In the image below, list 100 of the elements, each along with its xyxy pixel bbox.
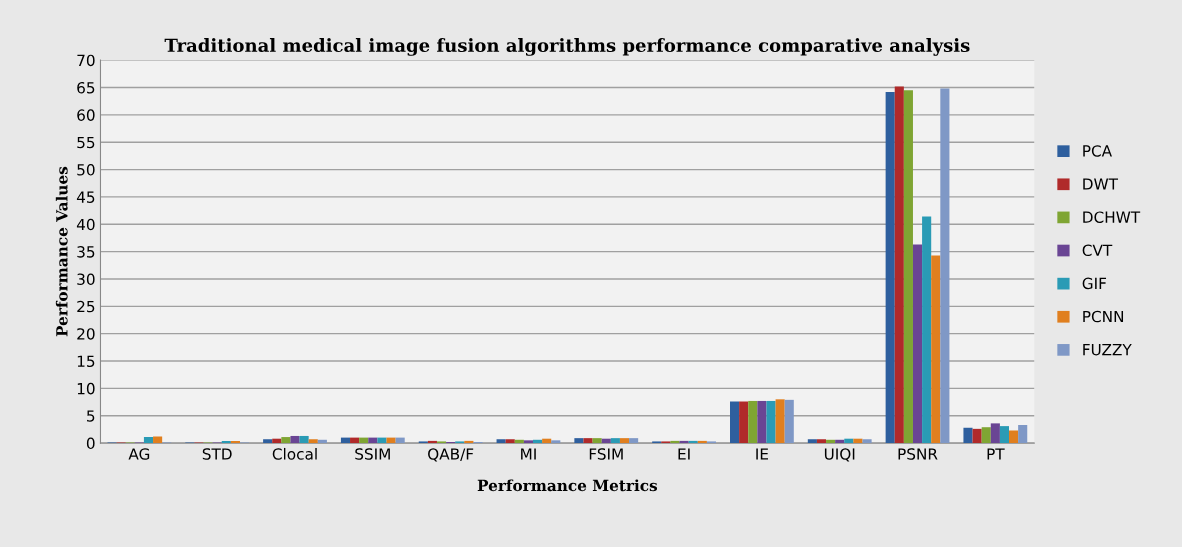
bar: [308, 439, 318, 444]
bar: [427, 440, 437, 444]
y-tick-label: 70: [77, 54, 95, 67]
bar: [912, 244, 923, 444]
x-tick-label: SSIM: [355, 448, 390, 460]
bar: [592, 438, 602, 444]
bar: [940, 88, 950, 444]
x-tick-label: EI: [678, 448, 690, 460]
bar: [972, 428, 982, 444]
bar: [290, 435, 300, 444]
x-tick-label: STD: [202, 448, 232, 460]
bar: [931, 255, 941, 444]
bar: [368, 437, 378, 444]
y-tick-label: 0: [86, 437, 95, 450]
y-tick-label: 20: [77, 328, 95, 340]
chart-title: Traditional medical image fusion algorithms performance comparative analysis: [164, 38, 970, 56]
bar: [894, 86, 904, 444]
x-axis-title: Performance Metrics: [477, 479, 658, 492]
y-tick-label: 40: [76, 218, 95, 231]
bar: [999, 426, 1010, 444]
y-tick-label: 15: [77, 355, 95, 368]
bar: [862, 439, 872, 444]
bar: [775, 399, 785, 444]
bar: [748, 400, 758, 444]
bar: [853, 438, 863, 444]
bar: [230, 440, 240, 444]
bar: [807, 439, 817, 444]
bar: [542, 438, 552, 444]
bar: [221, 440, 231, 444]
bar: [583, 438, 593, 444]
legend-label: CVT: [1082, 244, 1113, 257]
x-tick-label: QAB/F: [428, 448, 474, 462]
bar: [990, 423, 1000, 444]
x-tick-label: FSIM: [589, 448, 623, 460]
bar: [844, 438, 854, 444]
y-tick-label: 10: [77, 382, 95, 395]
bar: [601, 438, 611, 444]
bar: [464, 440, 474, 444]
bar: [619, 438, 630, 444]
bar: [533, 439, 543, 444]
bar: [1018, 425, 1028, 444]
bar: [729, 401, 740, 444]
y-tick-label: 35: [77, 246, 95, 258]
x-tick-label: MI: [521, 448, 536, 460]
legend-label: PCA: [1083, 145, 1112, 157]
x-tick-label: Clocal: [272, 447, 317, 460]
bar: [784, 399, 794, 444]
x-tick-label: PSNR: [898, 448, 938, 460]
legend-label: GIF: [1082, 277, 1107, 290]
x-tick-label: UIQI: [824, 448, 855, 462]
legend-label: DWT: [1083, 178, 1119, 190]
bar: [505, 439, 515, 444]
x-tick-label: IE: [756, 448, 768, 460]
bar: [963, 427, 973, 444]
bar: [885, 91, 895, 444]
bar: [143, 437, 154, 444]
legend-label: PCNN: [1083, 310, 1124, 323]
y-tick-label: 5: [87, 410, 95, 422]
bar: [340, 437, 351, 444]
bar: [350, 437, 360, 444]
bar: [816, 439, 827, 444]
bar: [395, 437, 405, 444]
bar: [551, 440, 561, 444]
bar: [835, 439, 845, 444]
bar: [629, 438, 639, 444]
y-tick-label: 60: [77, 109, 95, 121]
x-tick-label: AG: [128, 448, 150, 460]
bar: [496, 439, 506, 444]
bar: [903, 90, 913, 444]
bar: [1009, 430, 1019, 444]
bar: [679, 440, 689, 444]
bar: [272, 438, 282, 444]
x-tick-label: PT: [987, 448, 1005, 460]
y-tick-label: 50: [77, 164, 95, 176]
y-tick-label: 25: [77, 300, 95, 313]
y-axis-title: Performance Values: [55, 166, 68, 337]
bar: [670, 440, 680, 444]
y-tick-label: 30: [77, 273, 95, 285]
bar: [281, 437, 291, 444]
legend-label: DCHWT: [1083, 211, 1141, 223]
bar: [377, 437, 387, 444]
bar: [739, 401, 749, 444]
bar: [766, 400, 776, 444]
bar: [386, 437, 396, 444]
bar: [523, 440, 534, 444]
bar: [153, 436, 163, 444]
bar: [514, 439, 524, 444]
bar: [263, 439, 273, 444]
bar: [688, 440, 698, 444]
bar: [299, 435, 309, 444]
legend-label: FUZZY: [1083, 344, 1132, 356]
y-tick-label: 55: [77, 136, 95, 149]
bar: [697, 440, 707, 444]
bar: [981, 427, 991, 444]
y-tick-label: 45: [76, 191, 95, 203]
bar: [826, 439, 836, 444]
y-tick-label: 65: [77, 81, 95, 94]
bar: [922, 216, 932, 444]
bar: [757, 400, 767, 444]
bar: [574, 438, 584, 444]
